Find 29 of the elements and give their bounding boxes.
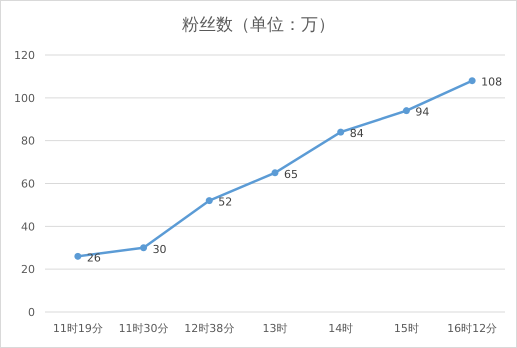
y-tick-label: 40 xyxy=(21,220,35,234)
y-tick-label: 0 xyxy=(28,306,35,319)
x-tick-label: 11时30分 xyxy=(118,322,169,335)
y-tick-label: 80 xyxy=(21,134,35,148)
x-tick-label: 15时 xyxy=(394,322,419,335)
data-label: 26 xyxy=(86,251,101,264)
x-tick-label: 13时 xyxy=(262,322,288,335)
point xyxy=(74,252,82,260)
data-label: 30 xyxy=(152,242,167,256)
point xyxy=(402,107,410,114)
y-tick-label: 100 xyxy=(14,92,35,105)
x-tick-label: 16时12分 xyxy=(447,322,498,335)
data-label: 52 xyxy=(218,196,232,209)
x-tick-label: 12时38分 xyxy=(184,322,234,335)
y-tick-label: 20 xyxy=(21,263,35,276)
point xyxy=(206,197,213,204)
chart-title: 粉丝数（单位：万） xyxy=(182,15,335,35)
y-tick-label: 60 xyxy=(21,178,35,190)
point xyxy=(140,244,148,252)
y-tick-label: 120 xyxy=(14,49,35,62)
data-label: 108 xyxy=(481,76,502,89)
x-tick-label: 14时 xyxy=(328,322,354,335)
data-label: 94 xyxy=(415,106,430,119)
data-label: 65 xyxy=(284,168,298,181)
point xyxy=(468,77,476,84)
data-label: 84 xyxy=(350,127,364,140)
x-tick-label: 11时19分 xyxy=(52,322,103,335)
point xyxy=(272,169,278,176)
point xyxy=(337,128,344,136)
